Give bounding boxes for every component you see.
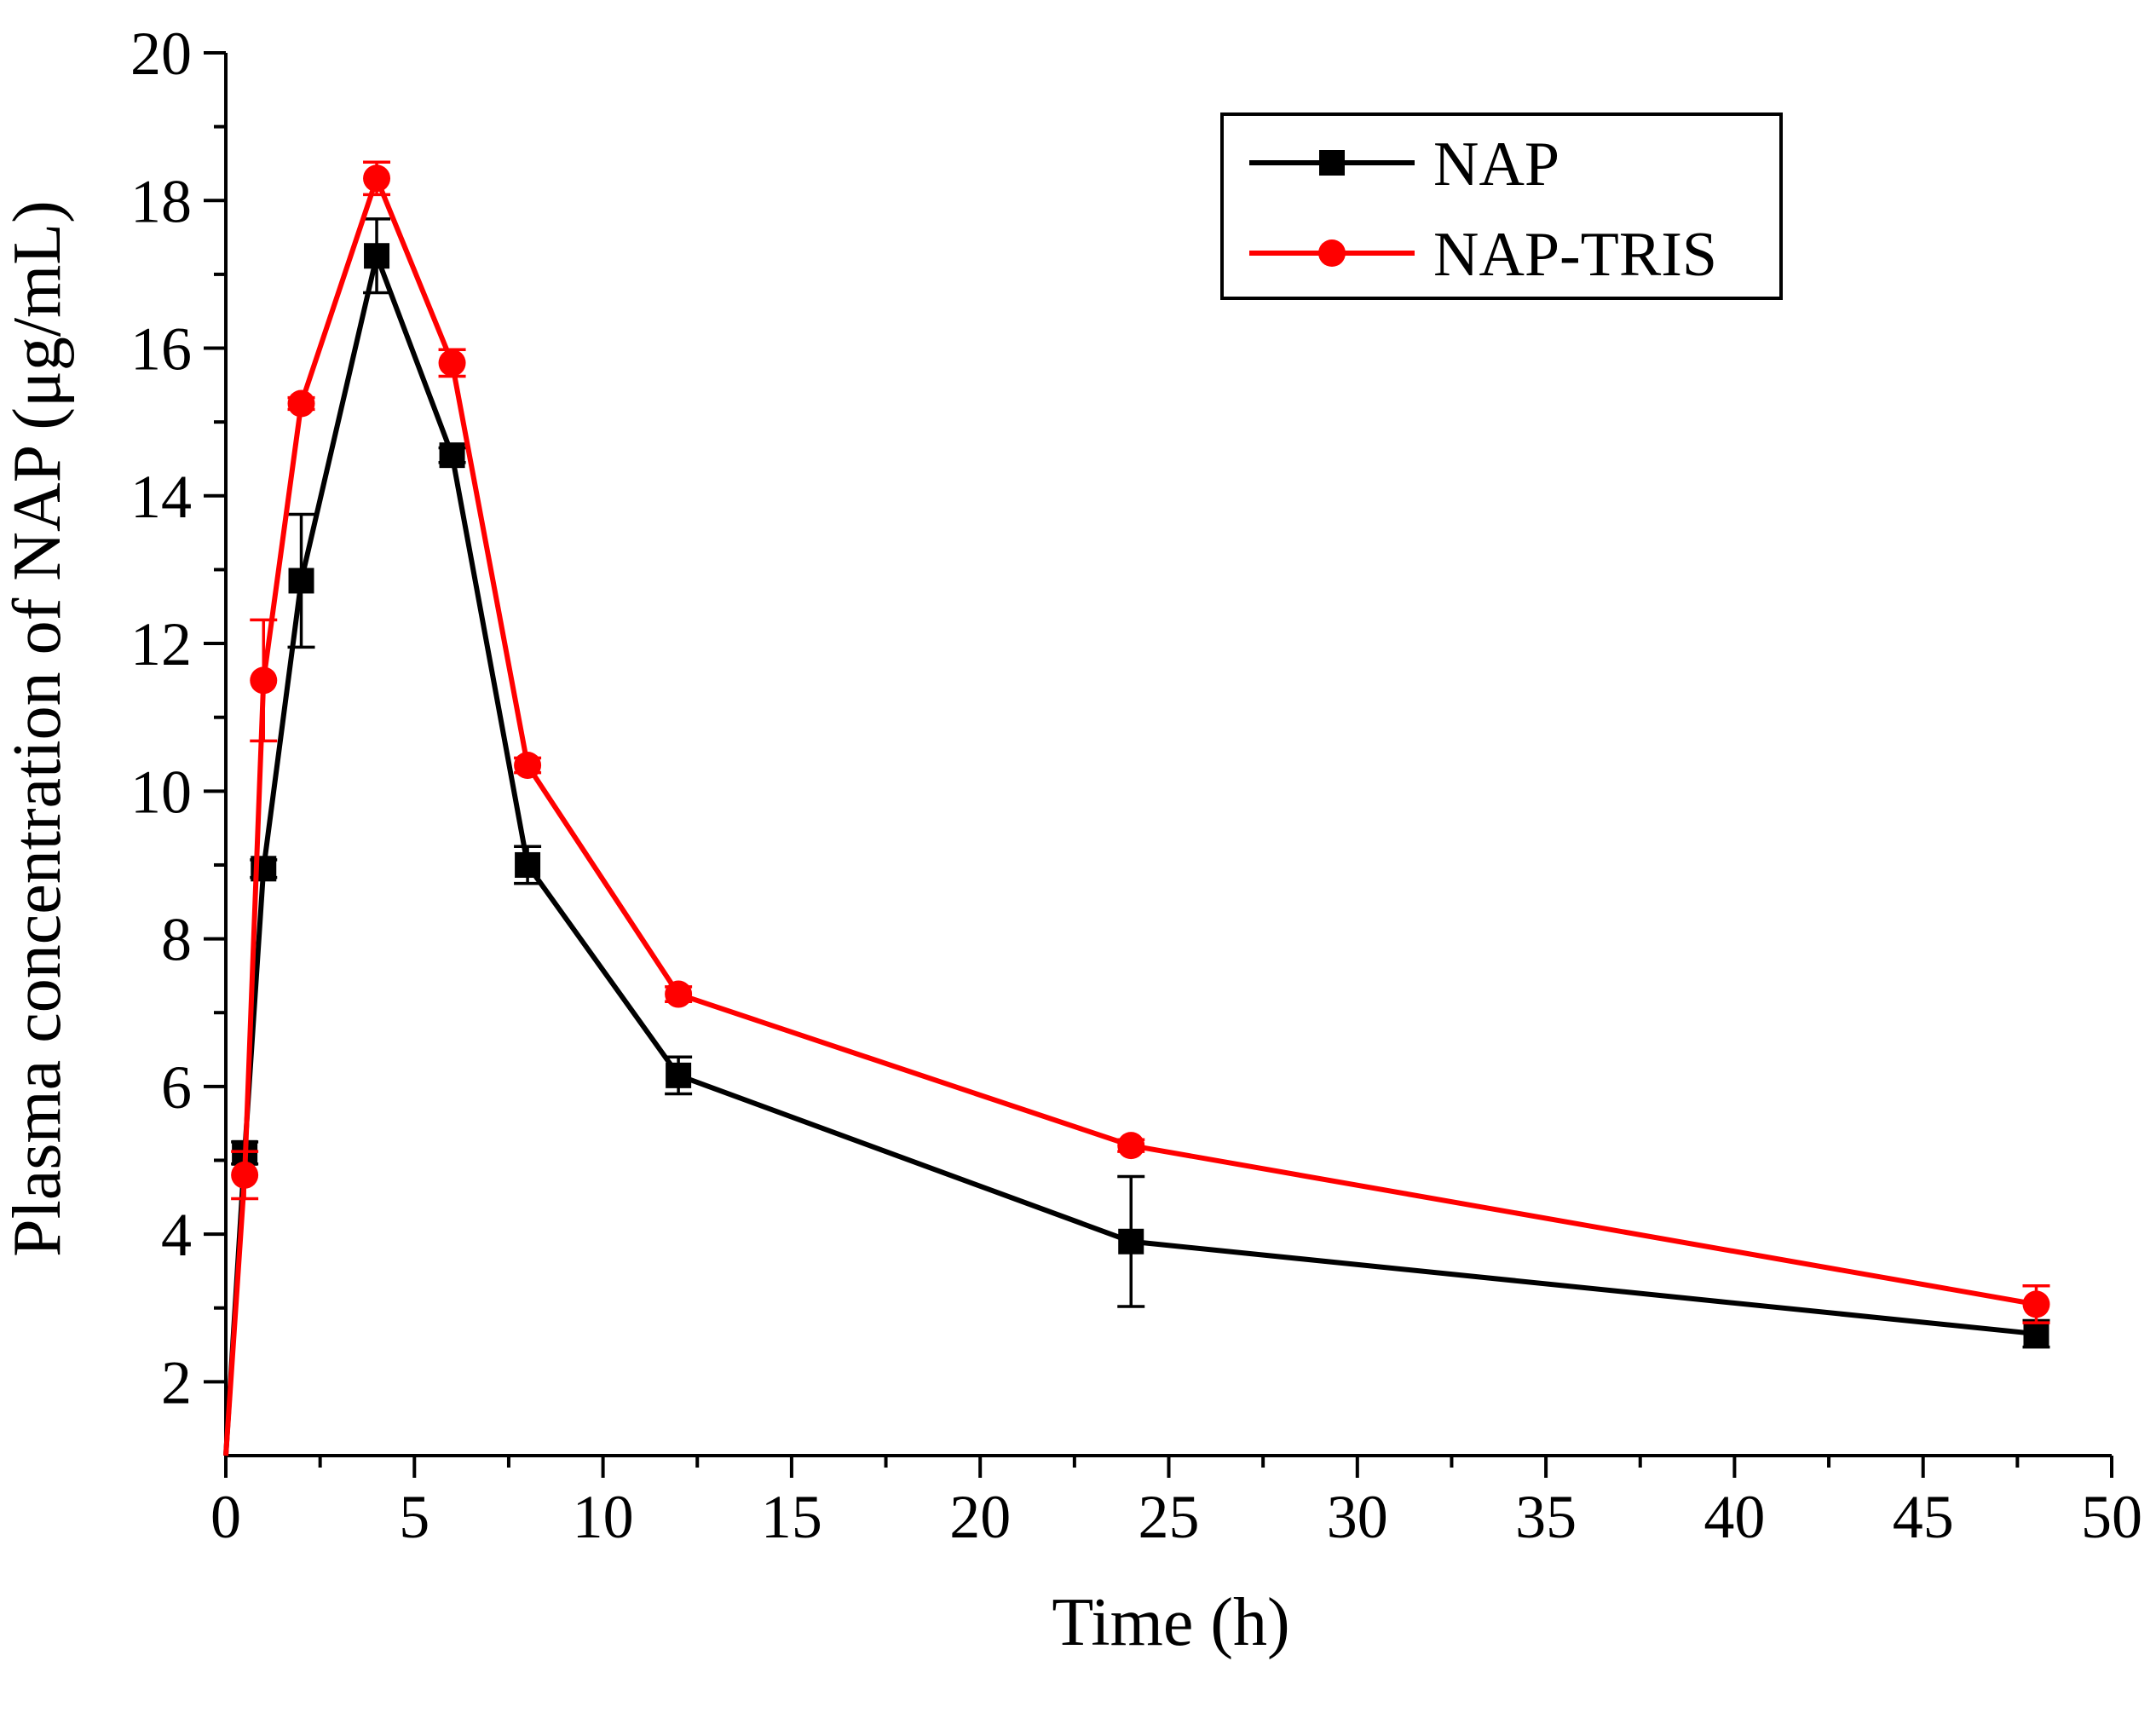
y-tick-label: 18 xyxy=(130,167,192,235)
x-tick-label: 30 xyxy=(1327,1483,1388,1551)
legend-label: NAP xyxy=(1433,130,1559,199)
data-point xyxy=(2023,1321,2049,1347)
legend-label: NAP-TRIS xyxy=(1433,220,1717,290)
legend: NAP NAP-TRIS xyxy=(1220,112,1783,300)
x-tick-label: 25 xyxy=(1139,1483,1200,1551)
y-tick-label: 2 xyxy=(161,1348,192,1416)
x-tick-label: 50 xyxy=(2081,1483,2142,1551)
legend-item-nap: NAP xyxy=(1249,130,1559,199)
legend-marker xyxy=(1319,150,1345,176)
x-tick-label: 15 xyxy=(761,1483,822,1551)
data-point xyxy=(439,442,465,469)
x-tick-label: 40 xyxy=(1703,1483,1765,1551)
data-point xyxy=(287,389,315,418)
data-point xyxy=(665,980,693,1008)
y-tick-label: 20 xyxy=(130,20,192,88)
x-tick-label: 5 xyxy=(399,1483,429,1551)
y-axis-title: Plasma concentration of NAP (μg/mL) xyxy=(0,200,75,1257)
y-tick-label: 6 xyxy=(161,1053,192,1122)
series-line xyxy=(223,253,2037,1456)
y-tick-label: 12 xyxy=(130,610,192,678)
data-point xyxy=(438,349,466,377)
x-tick-label: 10 xyxy=(573,1483,634,1551)
x-tick-label: 20 xyxy=(949,1483,1011,1551)
data-point xyxy=(231,1161,259,1189)
legend-marker xyxy=(1318,239,1346,267)
series-nap-tris xyxy=(223,160,2050,1456)
data-point xyxy=(1118,1228,1144,1254)
series-line xyxy=(223,176,2037,1456)
axes: 0 5 10 15 20 25 30 35 40 45 50 2 4 6 8 10 12 14 16 18 20 xyxy=(130,20,2142,1551)
series-layer xyxy=(223,160,2050,1456)
x-tick-label: 35 xyxy=(1515,1483,1577,1551)
y-tick-label: 16 xyxy=(130,315,192,384)
data-point xyxy=(1117,1132,1145,1160)
x-axis-title: Time (h) xyxy=(1052,1585,1289,1660)
y-tick-label: 4 xyxy=(161,1201,192,1269)
data-point xyxy=(363,164,391,193)
series-nap xyxy=(223,217,2050,1456)
data-point xyxy=(288,568,314,594)
data-point xyxy=(2022,1290,2050,1318)
data-point xyxy=(364,243,390,269)
data-point xyxy=(666,1062,692,1088)
y-tick-label: 8 xyxy=(161,906,192,974)
y-tick-label: 10 xyxy=(130,758,192,826)
x-tick-label: 0 xyxy=(210,1483,241,1551)
x-tick-label: 45 xyxy=(1893,1483,1954,1551)
data-point xyxy=(515,851,541,878)
legend-item-nap-tris: NAP-TRIS xyxy=(1249,220,1717,290)
legend-box xyxy=(1220,112,1783,300)
y-tick-label: 14 xyxy=(130,463,192,531)
data-point xyxy=(514,751,542,779)
data-point xyxy=(250,666,278,695)
